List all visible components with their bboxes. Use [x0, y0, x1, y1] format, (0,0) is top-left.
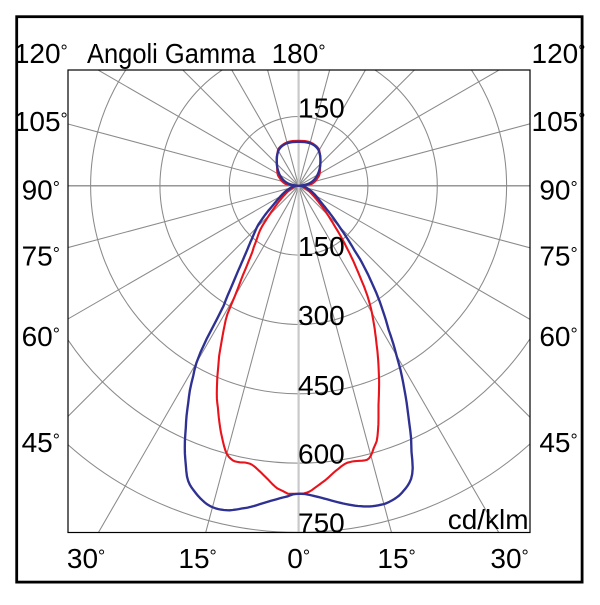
- svg-text:cd/klm: cd/klm: [448, 504, 529, 535]
- svg-text:0°: 0°: [287, 543, 310, 574]
- svg-text:450: 450: [298, 370, 345, 401]
- svg-text:60°: 60°: [539, 321, 577, 352]
- svg-text:105°: 105°: [532, 106, 586, 137]
- svg-text:150: 150: [298, 93, 345, 124]
- svg-text:750: 750: [298, 508, 345, 539]
- svg-text:120°: 120°: [532, 38, 586, 69]
- svg-text:300: 300: [298, 300, 345, 331]
- svg-text:180°: 180°: [272, 38, 326, 69]
- svg-text:120°: 120°: [14, 38, 68, 69]
- svg-text:600: 600: [298, 438, 345, 469]
- svg-text:Angoli Gamma: Angoli Gamma: [87, 38, 256, 69]
- svg-text:105°: 105°: [14, 106, 68, 137]
- svg-text:150: 150: [298, 231, 345, 262]
